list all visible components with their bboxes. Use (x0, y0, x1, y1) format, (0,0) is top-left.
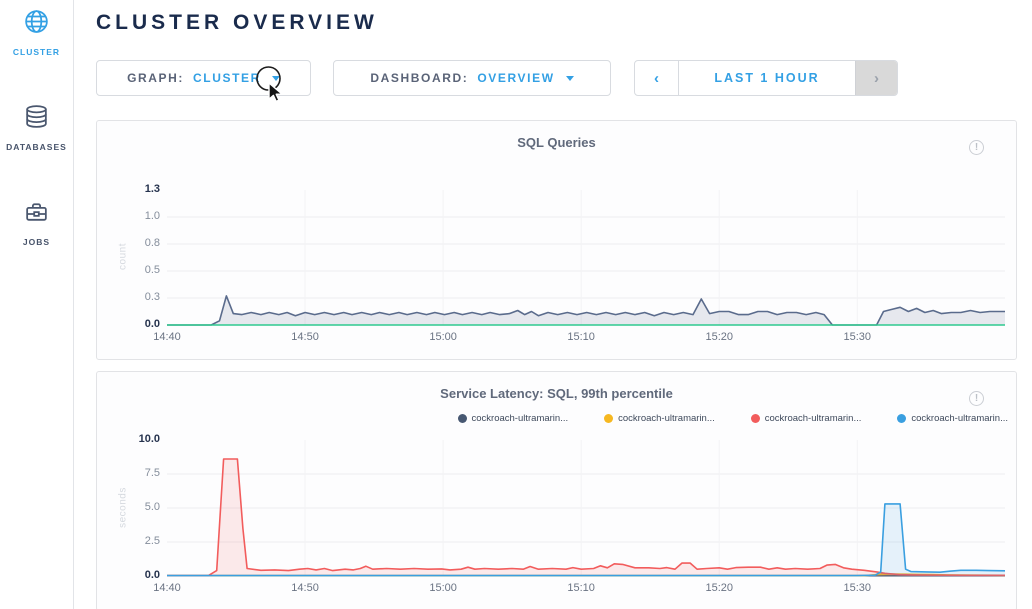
chart-legend: cockroach-ultramarin... cockroach-ultrama… (168, 413, 1008, 424)
x-axis-tick-label: 15:20 (705, 331, 733, 343)
time-range-button[interactable]: LAST 1 HOUR (714, 71, 820, 85)
sql-queries-chart[interactable]: 0.0 0.3 0.5 0.8 1.0 1.3 14:40 14:50 15:00 15:10 15… (97, 121, 1016, 359)
graph-dropdown[interactable]: GRAPH: CLUSTER (96, 60, 311, 96)
y-axis-tick-label: 10.0 (138, 433, 160, 445)
y-axis-tick-label: 0.0 (144, 569, 160, 581)
legend-dot-icon (457, 414, 467, 423)
legend-label: cockroach-ultramarin... (764, 413, 862, 424)
x-axis-tick-label: 14:40 (153, 331, 181, 343)
legend-item[interactable]: cockroach-ultramarin... (604, 413, 715, 424)
chevron-down-icon (271, 75, 280, 81)
legend-label: cockroach-ultramarin... (618, 413, 715, 424)
globe-icon (23, 8, 50, 40)
legend-item[interactable]: cockroach-ultramarin... (750, 413, 862, 424)
y-axis-tick-label: 0.3 (144, 291, 160, 303)
legend-item[interactable]: cockroach-ultramarin... (457, 413, 569, 424)
y-axis-tick-label: 0.0 (144, 318, 160, 330)
sidebar-item-label: CLUSTER (12, 47, 61, 57)
dashboard-dropdown-value: OVERVIEW (477, 71, 555, 85)
chevron-down-icon (565, 75, 574, 81)
dashboard-dropdown-label: DASHBOARD: (370, 71, 469, 85)
x-axis-tick-label: 15:30 (843, 582, 872, 594)
x-axis-tick-label: 15:10 (567, 582, 595, 594)
service-latency-panel: Service Latency: SQL, 99th percentile ! … (96, 371, 1017, 609)
service-latency-chart[interactable]: 0.0 2.5 5.0 7.5 10.0 14:40 14:50 15:00 15:10 15:2… (97, 372, 1016, 609)
sidebar-item-label: DATABASES (6, 142, 67, 152)
dashboard-dropdown[interactable]: DASHBOARD: OVERVIEW (333, 60, 611, 96)
sql-queries-panel: SQL Queries ! count 0.0 0.3 0.5 0.8 1.0 1.3 14… (96, 120, 1017, 360)
database-icon (23, 103, 50, 135)
x-axis-tick-label: 14:50 (291, 331, 319, 343)
chart-title: SQL Queries (517, 135, 596, 150)
x-axis-tick-label: 15:00 (429, 331, 457, 343)
x-axis-tick-label: 15:30 (843, 331, 872, 343)
sidebar-item-databases[interactable]: DATABASES (6, 103, 67, 152)
page-title: CLUSTER OVERVIEW (96, 11, 378, 34)
legend-item[interactable]: cockroach-ultramarin... (897, 413, 1008, 424)
sidebar: CLUSTER DATABASES (0, 0, 74, 609)
briefcase-icon (23, 198, 50, 230)
graph-dropdown-label: GRAPH: (127, 71, 185, 85)
y-axis-tick-label: 1.0 (144, 210, 160, 222)
legend-label: cockroach-ultramarin... (471, 413, 569, 424)
x-axis-tick-label: 14:50 (291, 582, 319, 594)
y-axis-tick-label: 2.5 (144, 535, 160, 547)
y-axis-tick-label: 0.5 (144, 264, 160, 276)
legend-dot-icon (897, 414, 907, 423)
time-prev-button[interactable]: ‹ (635, 61, 679, 95)
x-axis-tick-label: 14:40 (153, 582, 181, 594)
time-window-selector: ‹ LAST 1 HOUR › (634, 60, 898, 96)
x-axis-tick-label: 15:10 (567, 331, 595, 343)
sidebar-item-jobs[interactable]: JOBS (23, 198, 50, 247)
legend-dot-icon (604, 414, 614, 423)
legend-dot-icon (750, 414, 760, 423)
sidebar-item-cluster[interactable]: CLUSTER (13, 8, 60, 57)
y-axis-tick-label: 7.5 (144, 467, 160, 479)
graph-dropdown-value: CLUSTER (193, 71, 261, 85)
time-next-button-disabled: › (855, 61, 897, 95)
y-axis-tick-label: 1.3 (144, 183, 160, 195)
y-axis-tick-label: 5.0 (144, 501, 160, 513)
legend-label: cockroach-ultramarin... (911, 413, 1008, 424)
info-icon[interactable]: ! (969, 140, 984, 155)
x-axis-tick-label: 15:20 (705, 582, 733, 594)
x-axis-tick-label: 15:00 (429, 582, 457, 594)
y-axis-tick-label: 0.8 (144, 237, 160, 249)
sidebar-item-label: JOBS (22, 237, 51, 247)
info-icon[interactable]: ! (969, 391, 984, 406)
chart-title: Service Latency: SQL, 99th percentile (440, 386, 673, 401)
